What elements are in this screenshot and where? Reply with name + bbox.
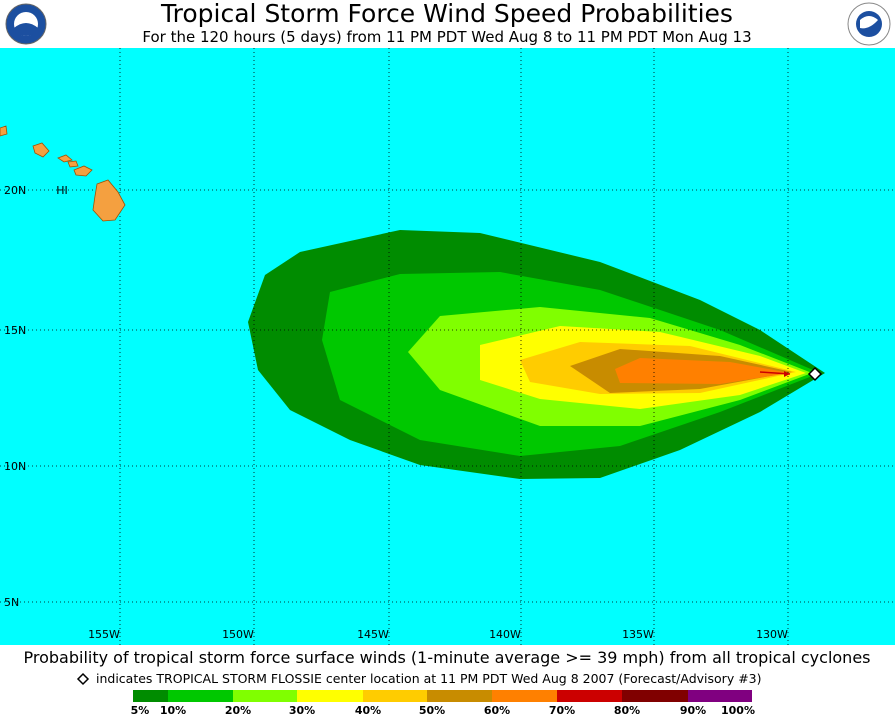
legend-label: 90% [680, 704, 706, 716]
arrow-head [784, 371, 790, 377]
legend-swatch [168, 690, 233, 702]
nws-logo [847, 2, 891, 46]
legend-swatch [427, 690, 492, 702]
legend-label: 50% [419, 704, 445, 716]
legend-swatch [133, 690, 168, 702]
legend-swatch [492, 690, 557, 702]
lat-label: 20N [4, 184, 26, 197]
legend-swatch [233, 690, 297, 702]
legend-label: 5% [131, 704, 150, 716]
legend-label: 70% [549, 704, 575, 716]
contour [615, 358, 790, 384]
lon-label: 135W [622, 628, 654, 641]
lon-label: 145W [357, 628, 389, 641]
lat-label: 10N [4, 460, 26, 473]
note-diamond [76, 672, 90, 686]
subtitle: For the 120 hours (5 days) from 11 PM PD… [142, 28, 751, 46]
probability-contours [248, 230, 825, 479]
lat-label: 15N [4, 324, 26, 337]
lon-label: 140W [489, 628, 521, 641]
legend-label: 60% [484, 704, 510, 716]
legend: 5% 10% 20% 30% 40% 50% 60% 70% 80% 90% 100% [131, 690, 755, 716]
lon-label: 130W [756, 628, 788, 641]
legend-swatch [297, 690, 363, 702]
title: Tropical Storm Force Wind Speed Probabil… [160, 0, 733, 28]
storm-center [807, 366, 823, 382]
note: indicates TROPICAL STORM FLOSSIE center … [96, 671, 762, 686]
lon-label: 150W [222, 628, 254, 641]
legend-label: 10% [160, 704, 186, 716]
region-label: HI [56, 184, 68, 197]
legend-label: 20% [225, 704, 251, 716]
caption: Probability of tropical storm force surf… [24, 648, 871, 667]
legend-swatch [557, 690, 622, 702]
lon-label: 155W [88, 628, 120, 641]
legend-label: 80% [614, 704, 640, 716]
legend-swatch [363, 690, 427, 702]
lat-label: 5N [4, 596, 19, 609]
legend-swatch [688, 690, 752, 702]
legend-swatch [622, 690, 688, 702]
legend-label: 100% [721, 704, 755, 716]
legend-label: 30% [289, 704, 315, 716]
hawaii [0, 125, 126, 222]
noaa-logo [5, 3, 47, 45]
legend-label: 40% [355, 704, 381, 716]
